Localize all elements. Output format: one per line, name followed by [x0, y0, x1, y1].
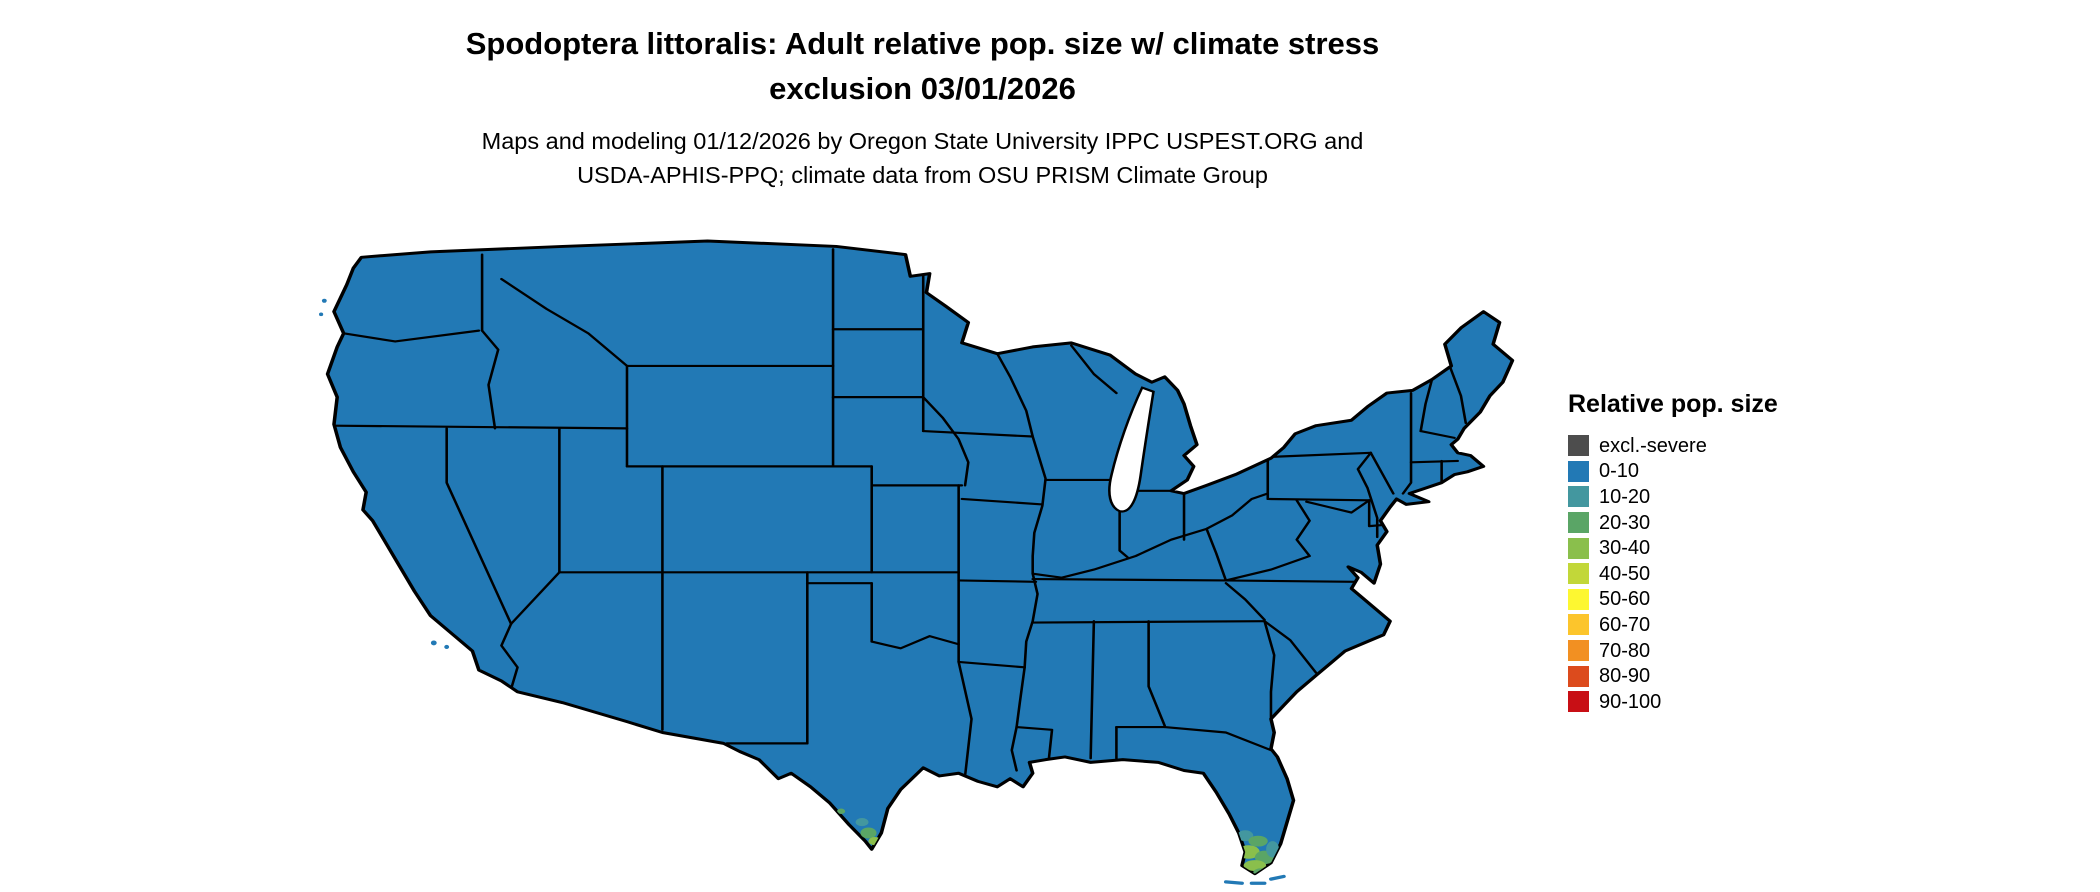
legend-row: 0-10	[1568, 459, 1778, 485]
map-svg	[319, 239, 1515, 885]
population-patch	[1274, 856, 1284, 867]
legend-row: 10-20	[1568, 484, 1778, 510]
us-outline	[325, 239, 1515, 876]
legend-title: Relative pop. size	[1568, 390, 1778, 418]
legend-label: excl.-severe	[1599, 434, 1707, 457]
page-title: Spodoptera littoralis: Adult relative po…	[0, 22, 1845, 112]
legend-label: 60-70	[1599, 613, 1651, 636]
legend-swatch	[1568, 614, 1589, 636]
map-legend: Relative pop. size excl.-severe 0-10 10-…	[1568, 390, 1778, 715]
florida-keys	[1223, 874, 1286, 885]
legend-row: 40-50	[1568, 561, 1778, 587]
us-choropleth-map	[305, 222, 1535, 890]
legend-row: excl.-severe	[1568, 433, 1778, 459]
legend-label: 90-100	[1599, 690, 1662, 713]
legend-swatch	[1568, 537, 1589, 559]
legend-label: 40-50	[1599, 562, 1651, 585]
population-patch	[855, 818, 869, 827]
legend-row: 20-30	[1568, 510, 1778, 536]
legend-swatch	[1568, 665, 1589, 687]
legend-label: 80-90	[1599, 665, 1651, 688]
legend-swatch	[1568, 512, 1589, 534]
legend-swatch	[1568, 563, 1589, 585]
legend-swatch	[1568, 435, 1589, 457]
population-patch	[1248, 835, 1268, 847]
legend-label: 0-10	[1599, 460, 1640, 483]
legend-label: 10-20	[1599, 485, 1651, 508]
legend-label: 20-30	[1599, 511, 1651, 534]
pacific-coast-islet	[319, 312, 324, 317]
subtitle-line-1: Maps and modeling 01/12/2026 by Oregon S…	[481, 128, 1364, 154]
population-patch	[1237, 830, 1254, 842]
population-patch	[1243, 860, 1267, 871]
legend-row: 80-90	[1568, 663, 1778, 689]
population-patch	[1266, 841, 1280, 858]
title-line-1: Spodoptera littoralis: Adult relative po…	[465, 26, 1380, 61]
population-patch	[837, 808, 846, 814]
channel-island	[444, 644, 450, 650]
population-patch	[860, 827, 877, 839]
legend-row: 60-70	[1568, 612, 1778, 638]
legend-swatch	[1568, 691, 1589, 713]
legend-label: 70-80	[1599, 639, 1651, 662]
title-line-2: exclusion 03/01/2026	[769, 70, 1076, 106]
legend-label: 30-40	[1599, 537, 1651, 560]
legend-row: 50-60	[1568, 587, 1778, 613]
subtitle-line-2: USDA-APHIS-PPQ; climate data from OSU PR…	[577, 162, 1268, 189]
pacific-coast-islet	[321, 298, 327, 303]
legend-swatch	[1568, 486, 1589, 508]
legend-swatch	[1568, 460, 1589, 482]
legend-label: 50-60	[1599, 588, 1651, 611]
page-subtitle: Maps and modeling 01/12/2026 by Oregon S…	[0, 124, 1845, 192]
legend-row: 70-80	[1568, 638, 1778, 664]
legend-row: 90-100	[1568, 689, 1778, 715]
legend-swatch	[1568, 640, 1589, 662]
channel-island	[430, 640, 437, 646]
lake-michigan	[1108, 386, 1155, 513]
legend-row: 30-40	[1568, 535, 1778, 561]
legend-swatch	[1568, 588, 1589, 610]
state-borders	[332, 248, 1468, 778]
